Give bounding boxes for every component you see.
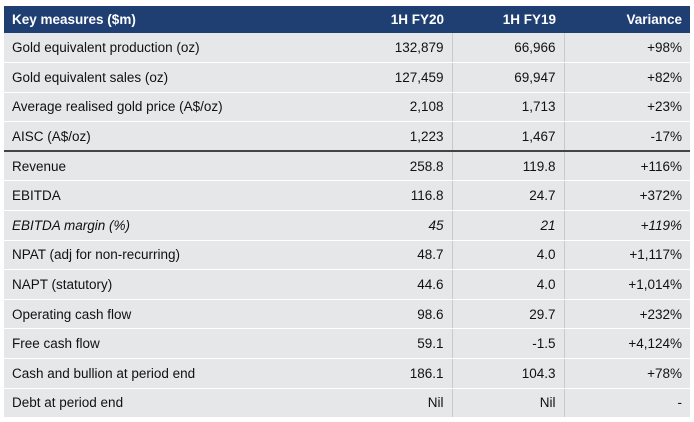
row-label: Operating cash flow <box>4 299 338 330</box>
cell-variance: +82% <box>564 62 690 93</box>
cell-variance: - <box>564 388 690 419</box>
header-key-measures: Key measures ($m) <box>12 12 136 27</box>
row-label: Debt at period end <box>4 388 338 419</box>
cell-1h-fy20: 98.6 <box>338 299 453 330</box>
cell-variance: +78% <box>564 358 690 389</box>
cell-1h-fy20: 127,459 <box>338 62 453 93</box>
header-1h-fy19: 1H FY19 <box>502 12 556 27</box>
row-label: NAPT (statutory) <box>4 269 338 300</box>
cell-1h-fy19: -1.5 <box>452 328 565 360</box>
cell-1h-fy19: 4.0 <box>452 240 565 271</box>
row-label: Average realised gold price (A$/oz) <box>4 92 338 123</box>
cell-variance: +372% <box>564 180 690 212</box>
cell-variance: -17% <box>564 121 690 152</box>
table-row: Average realised gold price (A$/oz) 2,10… <box>4 92 690 123</box>
header-variance: Variance <box>626 12 682 27</box>
row-label: EBITDA margin (%) <box>4 210 338 241</box>
table-row: Debt at period end Nil Nil - <box>4 388 690 419</box>
row-label: EBITDA <box>4 180 338 212</box>
key-measures-table-container: Key measures ($m) 1H FY20 1H FY19 Varian… <box>4 6 690 419</box>
table-row: Gold equivalent sales (oz) 127,459 69,94… <box>4 62 690 93</box>
cell-variance: +4,124% <box>564 328 690 360</box>
cell-1h-fy19: 66,966 <box>452 33 565 64</box>
cell-1h-fy19: 24.7 <box>452 180 565 212</box>
cell-1h-fy20: 59.1 <box>338 328 453 360</box>
cell-1h-fy20: Nil <box>338 388 453 419</box>
cell-1h-fy19: Nil <box>452 388 565 419</box>
table-row: EBITDA 116.8 24.7 +372% <box>4 180 690 212</box>
row-label: AISC (A$/oz) <box>4 121 338 152</box>
row-label: Free cash flow <box>4 328 338 360</box>
cell-1h-fy19: 1,467 <box>452 121 565 152</box>
header-1h-fy20: 1H FY20 <box>390 12 444 27</box>
row-label: Gold equivalent sales (oz) <box>4 62 338 93</box>
cell-1h-fy20: 116.8 <box>338 180 453 212</box>
table-row: Gold equivalent production (oz) 132,879 … <box>4 33 690 64</box>
row-label: Cash and bullion at period end <box>4 358 338 389</box>
cell-1h-fy19: 119.8 <box>452 150 565 182</box>
cell-1h-fy19: 69,947 <box>452 62 565 93</box>
key-measures-table: Key measures ($m) 1H FY20 1H FY19 Varian… <box>4 6 690 419</box>
cell-1h-fy20: 186.1 <box>338 358 453 389</box>
cell-variance: +23% <box>564 92 690 123</box>
cell-1h-fy19: 104.3 <box>452 358 565 389</box>
cell-variance: +98% <box>564 33 690 64</box>
cell-1h-fy20: 44.6 <box>338 269 453 300</box>
cell-variance: +232% <box>564 299 690 330</box>
cell-variance: +119% <box>564 210 690 241</box>
cell-1h-fy20: 132,879 <box>338 33 453 64</box>
cell-1h-fy19: 4.0 <box>452 269 565 300</box>
row-label: NPAT (adj for non-recurring) <box>4 240 338 271</box>
table-header-row: Key measures ($m) 1H FY20 1H FY19 Varian… <box>4 6 690 33</box>
cell-1h-fy20: 258.8 <box>338 150 453 182</box>
table-row: AISC (A$/oz) 1,223 1,467 -17% <box>4 121 690 152</box>
cell-variance: +1,014% <box>564 269 690 300</box>
table-row: Revenue 258.8 119.8 +116% <box>4 150 690 182</box>
row-label: Gold equivalent production (oz) <box>4 33 338 64</box>
cell-1h-fy19: 1,713 <box>452 92 565 123</box>
table-row: Free cash flow 59.1 -1.5 +4,124% <box>4 328 690 360</box>
table-row: EBITDA margin (%) 45 21 +119% <box>4 210 690 241</box>
cell-1h-fy19: 21 <box>452 210 565 241</box>
table-row: Operating cash flow 98.6 29.7 +232% <box>4 299 690 330</box>
cell-1h-fy20: 45 <box>338 210 453 241</box>
cell-1h-fy20: 48.7 <box>338 240 453 271</box>
cell-1h-fy20: 2,108 <box>338 92 453 123</box>
cell-variance: +116% <box>564 150 690 182</box>
table-row: NAPT (statutory) 44.6 4.0 +1,014% <box>4 269 690 300</box>
cell-1h-fy20: 1,223 <box>338 121 453 152</box>
cell-variance: +1,117% <box>564 240 690 271</box>
cell-1h-fy19: 29.7 <box>452 299 565 330</box>
table-row: Cash and bullion at period end 186.1 104… <box>4 358 690 389</box>
row-label: Revenue <box>4 150 338 182</box>
table-row: NPAT (adj for non-recurring) 48.7 4.0 +1… <box>4 240 690 271</box>
